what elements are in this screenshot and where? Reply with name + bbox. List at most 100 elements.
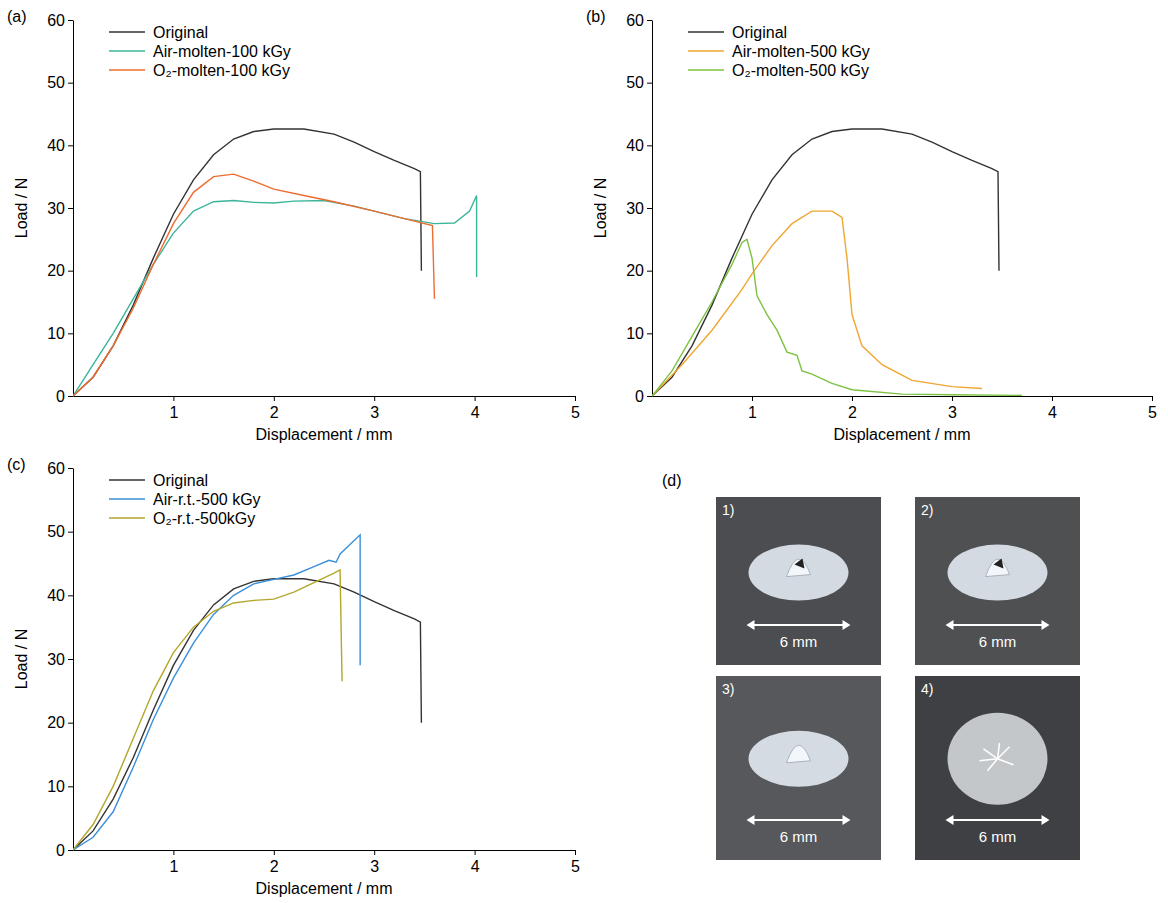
photo-background [716, 497, 881, 665]
y-tick: 10 [626, 325, 652, 342]
y-tick-label: 0 [56, 388, 65, 405]
y-tick-label: 30 [626, 200, 644, 217]
y-tick: 10 [47, 778, 73, 795]
puncture-flap [787, 745, 811, 763]
panel-letter: (d) [662, 472, 682, 489]
legend-swatch [109, 479, 145, 480]
y-tick: 50 [626, 74, 652, 91]
y-tick: 60 [626, 12, 652, 29]
x-tick-mark [1052, 396, 1053, 401]
y-tick: 60 [47, 460, 73, 477]
y-axis-line [73, 469, 74, 851]
x-tick: 2 [848, 396, 857, 421]
y-tick-label: 10 [626, 325, 644, 342]
scale-arrow-shaft [749, 624, 849, 626]
x-tick: 3 [370, 396, 379, 421]
x-tick-mark [274, 396, 275, 401]
y-tick: 0 [56, 388, 73, 405]
chart-panel: 123450102030405060Displacement / mmLoad … [7, 456, 580, 897]
photo-label: 2) [921, 502, 933, 518]
legend-label: O₂-molten-500 kGy [732, 62, 869, 79]
x-axis-line [74, 396, 576, 397]
y-tick-label: 30 [47, 200, 65, 217]
legend-swatch [688, 31, 724, 32]
legend-swatch [109, 69, 145, 70]
y-tick-mark [68, 20, 73, 21]
y-tick-label: 10 [47, 325, 65, 342]
y-tick: 0 [56, 842, 73, 859]
x-tick-mark [173, 850, 174, 855]
x-tick-mark [475, 850, 476, 855]
series-line [73, 570, 342, 850]
x-tick-mark [575, 396, 576, 401]
y-tick-mark [68, 659, 73, 660]
y-axis-title: Load / N [13, 629, 30, 689]
plot-area [652, 129, 1022, 396]
y-tick-mark [68, 532, 73, 533]
x-tick-label: 5 [1148, 404, 1157, 421]
crack-line [980, 759, 998, 761]
photo-panel: (d)1)6 mm2)6 mm3)6 mm4)6 mm [662, 472, 1080, 860]
y-axis-title: Load / N [592, 178, 609, 238]
x-tick: 4 [471, 396, 480, 421]
scale-label: 6 mm [780, 828, 818, 845]
y-tick-mark [647, 271, 652, 272]
sample-disc [948, 713, 1048, 805]
x-tick: 5 [571, 850, 580, 875]
chart-panel: 123450102030405060Displacement / mmLoad … [7, 8, 580, 443]
puncture-flap [986, 559, 1010, 577]
y-tick-mark [68, 208, 73, 209]
series-line [652, 129, 999, 396]
y-tick: 0 [635, 388, 652, 405]
y-tick-mark [68, 333, 73, 334]
y-tick-label: 40 [47, 137, 65, 154]
x-tick-label: 5 [571, 404, 580, 421]
y-tick-mark [68, 595, 73, 596]
puncture-hole [795, 559, 805, 569]
legend-swatch [688, 50, 724, 51]
x-axis-title: Displacement / mm [256, 426, 393, 443]
x-tick: 4 [1048, 396, 1057, 421]
y-tick-mark [68, 271, 73, 272]
sample-disc [948, 545, 1048, 601]
y-tick-label: 0 [56, 842, 65, 859]
scale-arrow [747, 620, 851, 630]
series-line [73, 129, 421, 396]
x-tick-mark [1152, 396, 1153, 401]
puncture-hole [994, 559, 1004, 569]
legend-swatch [688, 69, 724, 70]
x-tick-mark [575, 850, 576, 855]
x-tick: 1 [169, 396, 178, 421]
series-line [73, 195, 477, 396]
x-tick-mark [374, 396, 375, 401]
crack-line [998, 743, 1000, 759]
legend-label: Air-molten-100 kGy [153, 43, 291, 60]
scale-arrow [946, 620, 1050, 630]
scale-arrow-shaft [749, 819, 849, 821]
series-line [73, 579, 421, 850]
photo-label: 1) [722, 502, 734, 518]
y-tick-label: 20 [47, 714, 65, 731]
photo-background [915, 676, 1080, 860]
plot-area [73, 535, 421, 850]
y-tick-label: 50 [626, 74, 644, 91]
y-tick-mark [68, 83, 73, 84]
series-line [652, 239, 1022, 396]
crack-line [988, 759, 998, 771]
x-tick-label: 3 [370, 404, 379, 421]
scale-arrow-head [747, 815, 755, 825]
x-tick-label: 4 [1048, 404, 1057, 421]
x-tick: 3 [948, 396, 957, 421]
y-tick-mark [647, 396, 652, 397]
y-tick-label: 10 [47, 778, 65, 795]
y-tick-label: 60 [47, 460, 65, 477]
y-tick: 40 [47, 137, 73, 154]
panel-letter: (a) [7, 8, 27, 25]
x-tick-label: 4 [471, 404, 480, 421]
x-tick-label: 4 [471, 858, 480, 875]
photo: 2)6 mm [915, 497, 1080, 665]
x-tick-mark [274, 850, 275, 855]
x-tick-mark [952, 396, 953, 401]
legend-swatch [109, 498, 145, 499]
plot-area [73, 129, 477, 396]
